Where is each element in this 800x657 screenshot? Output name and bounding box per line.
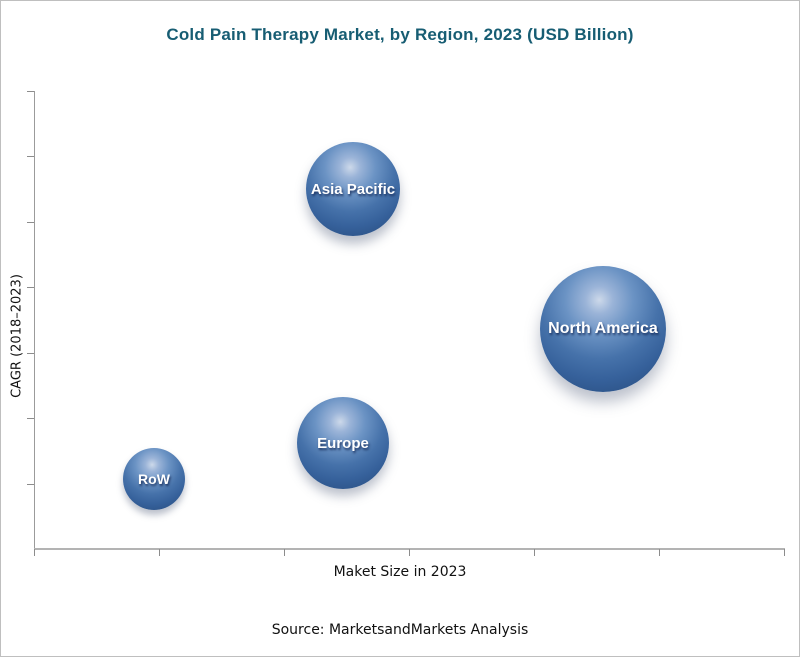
y-axis-line bbox=[34, 91, 35, 549]
source-note: Source: MarketsandMarkets Analysis bbox=[271, 622, 529, 638]
x-axis-tick bbox=[784, 549, 785, 556]
y-axis-tick bbox=[27, 156, 34, 157]
x-axis-tick bbox=[159, 549, 160, 556]
y-axis-label: CAGR (2018–2023) bbox=[9, 274, 25, 398]
y-axis-tick bbox=[27, 222, 34, 223]
bubble-label-asia-pacific: Asia Pacific bbox=[310, 180, 396, 198]
bubble-asia-pacific: Asia Pacific bbox=[306, 142, 400, 236]
x-axis-tick bbox=[34, 549, 35, 556]
x-axis-tick bbox=[659, 549, 660, 556]
bubble-row: RoW bbox=[123, 448, 185, 510]
y-axis-tick bbox=[27, 287, 34, 288]
bubble-label-row: RoW bbox=[138, 471, 170, 487]
chart-title: Cold Pain Therapy Market, by Region, 202… bbox=[166, 25, 634, 44]
x-axis-label: Maket Size in 2023 bbox=[333, 564, 467, 580]
bubble-north-america: North America bbox=[540, 266, 666, 392]
x-axis-tick bbox=[534, 549, 535, 556]
x-axis-tick bbox=[409, 549, 410, 556]
y-axis-tick bbox=[27, 353, 34, 354]
y-axis-tick bbox=[27, 91, 34, 92]
bubble-label-north-america: North America bbox=[548, 320, 658, 337]
x-axis-tick bbox=[284, 549, 285, 556]
bubble-label-europe: Europe bbox=[317, 434, 369, 452]
bubble-europe: Europe bbox=[297, 397, 389, 489]
y-axis-tick bbox=[27, 418, 34, 419]
y-axis-tick bbox=[27, 484, 34, 485]
